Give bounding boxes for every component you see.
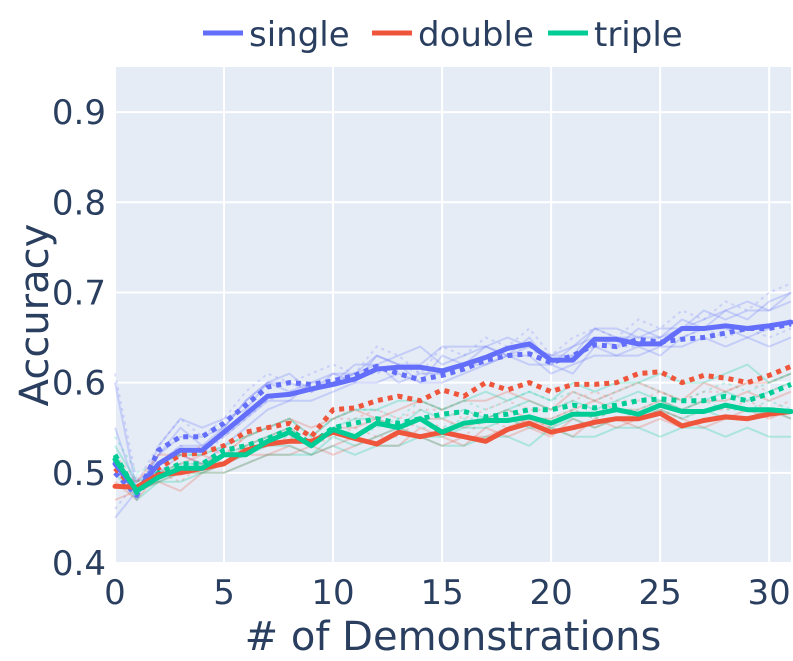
triple-line	[112, 402, 793, 494]
main-mean-lines	[112, 319, 793, 494]
legend-item-triple[interactable]: triple	[548, 15, 683, 55]
double-faint-line	[114, 372, 792, 483]
gridlines	[114, 67, 791, 564]
x-axis-title: # of Demonstrations	[245, 614, 662, 660]
x-tick-label: 30	[748, 573, 791, 613]
legend-label-triple: triple	[594, 15, 683, 55]
double-faint-line	[114, 408, 792, 501]
x-tick-label: 0	[104, 573, 126, 613]
single-line	[112, 319, 793, 494]
triple-faint-line	[114, 363, 792, 492]
y-tick-label: 0.8	[52, 183, 106, 223]
x-tick-label: 15	[420, 573, 463, 613]
x-tick-label: 20	[529, 573, 572, 613]
x-tick-labels: 0 5 10 15 20 25 30	[104, 573, 791, 613]
single-faint-line	[114, 291, 792, 492]
single-dotted-line	[113, 321, 792, 498]
y-tick-label: 0.4	[52, 544, 106, 584]
legend-item-double[interactable]: double	[372, 15, 534, 55]
y-tick-label: 0.5	[52, 454, 106, 494]
y-tick-label: 0.6	[52, 364, 106, 404]
legend-label-single: single	[249, 15, 350, 55]
legend-item-single[interactable]: single	[203, 15, 350, 55]
legend-label-double: double	[418, 15, 534, 55]
triple-faint-line	[114, 426, 791, 492]
single-faint-dotted-line	[114, 327, 792, 510]
x-tick-label: 10	[311, 573, 354, 613]
y-axis-title: Accuracy	[12, 224, 58, 407]
dotted-mean-lines	[112, 321, 792, 498]
y-tick-label: 0.7	[52, 273, 106, 313]
y-tick-label: 0.9	[52, 93, 106, 133]
plot-background	[115, 67, 791, 563]
double-faint-dotted-line	[114, 381, 792, 493]
double-line	[112, 409, 793, 490]
y-tick-labels: 0.4 0.5 0.6 0.7 0.8 0.9	[52, 93, 106, 584]
legend: single double triple	[203, 15, 683, 55]
triple-faint-dotted-line	[114, 372, 792, 475]
single-faint-dotted-line	[114, 282, 792, 485]
x-tick-label: 5	[213, 573, 235, 613]
x-tick-label: 25	[639, 573, 682, 613]
single-faint-line	[114, 336, 792, 519]
